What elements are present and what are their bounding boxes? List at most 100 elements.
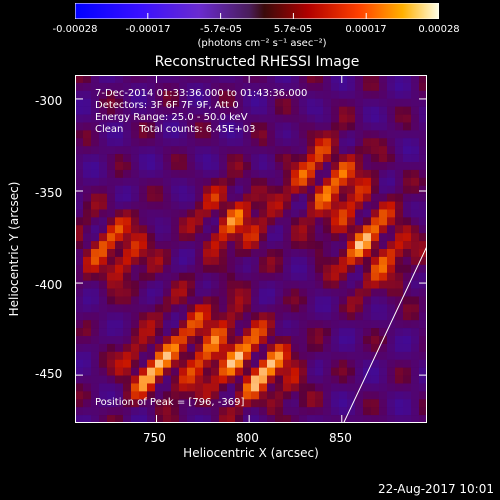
heatmap-cell	[91, 391, 100, 400]
heatmap-cell	[251, 201, 260, 210]
heatmap-cell	[195, 280, 204, 289]
heatmap-cell	[291, 336, 300, 345]
heatmap-cell	[203, 272, 212, 281]
heatmap-cell	[331, 122, 340, 131]
heatmap-cell	[227, 90, 236, 100]
heatmap-cell	[163, 256, 172, 266]
heatmap-cell	[243, 336, 252, 345]
heatmap-cell	[323, 343, 332, 353]
heatmap-cell	[315, 399, 324, 408]
heatmap-cell	[259, 304, 268, 313]
heatmap-cell	[131, 375, 140, 384]
heatmap-cell	[251, 359, 260, 368]
heatmap-cell	[123, 375, 132, 384]
x-tick-label: 850	[329, 431, 352, 445]
heatmap-cell	[115, 336, 124, 345]
heatmap-cell	[131, 154, 140, 163]
heatmap-cell	[195, 209, 204, 218]
heatmap-cell	[219, 90, 228, 100]
heatmap-cell	[299, 98, 308, 107]
heatmap-cell	[123, 296, 132, 305]
heatmap-cell	[187, 272, 196, 281]
heatmap-cell	[403, 375, 412, 384]
heatmap-cell	[219, 312, 228, 321]
heatmap-cell	[235, 312, 244, 321]
heatmap-cell	[275, 249, 284, 258]
heatmap-cell	[227, 367, 236, 376]
heatmap-cell	[323, 296, 332, 305]
heatmap-cell	[283, 249, 292, 258]
heatmap-cell	[235, 272, 244, 281]
heatmap-cell	[363, 209, 372, 218]
heatmap-cell	[131, 391, 140, 400]
heatmap-cell	[187, 415, 196, 423]
heatmap-cell	[307, 138, 316, 147]
heatmap-cell	[155, 217, 164, 226]
heatmap-cell	[355, 304, 364, 313]
heatmap-cell	[211, 320, 220, 329]
heatmap-cell	[99, 256, 108, 266]
heatmap-cell	[203, 391, 212, 400]
heatmap-cell	[291, 209, 300, 218]
heatmap-cell	[219, 177, 228, 187]
heatmap-cell	[83, 201, 92, 210]
heatmap-cell	[275, 383, 284, 392]
heatmap-cell	[107, 106, 116, 115]
heatmap-cell	[99, 98, 108, 107]
heatmap-cell	[371, 256, 380, 266]
heatmap-cell	[107, 241, 116, 250]
heatmap-cell	[419, 296, 427, 305]
heatmap-cell	[195, 106, 204, 115]
heatmap-cell	[363, 383, 372, 392]
heatmap-cell	[123, 359, 132, 368]
heatmap-cell	[363, 138, 372, 147]
heatmap-cell	[259, 90, 268, 100]
heatmap-cell	[179, 399, 188, 408]
heatmap-cell	[251, 185, 260, 194]
heatmap-cell	[307, 217, 316, 226]
heatmap-cell	[363, 90, 372, 100]
heatmap-cell	[179, 359, 188, 368]
heatmap-cell	[323, 328, 332, 337]
heatmap-cell	[179, 367, 188, 376]
heatmap-cell	[163, 201, 172, 210]
heatmap-cell	[171, 320, 180, 329]
heatmap-cell	[323, 407, 332, 416]
heatmap-cell	[307, 391, 316, 400]
heatmap-cell	[155, 225, 164, 234]
heatmap-cell	[315, 154, 324, 163]
heatmap-cell	[403, 185, 412, 194]
colorbar-unit-label: (photons cm⁻² s⁻¹ asec⁻²)	[197, 38, 327, 49]
heatmap-cell	[203, 193, 212, 202]
heatmap-cell	[299, 343, 308, 353]
heatmap-cell	[155, 209, 164, 218]
heatmap-cell	[355, 351, 364, 361]
heatmap-cell	[219, 225, 228, 234]
heatmap-cell	[99, 312, 108, 321]
heatmap-cell	[259, 209, 268, 218]
heatmap-cell	[155, 375, 164, 384]
heatmap-cell	[99, 264, 108, 274]
heatmap-cell	[259, 407, 268, 416]
heatmap-cell	[331, 320, 340, 329]
heatmap-cell	[211, 90, 220, 100]
heatmap-cell	[355, 154, 364, 163]
heatmap-cell	[403, 399, 412, 408]
heatmap-cell	[251, 249, 260, 258]
heatmap-cell	[107, 328, 116, 337]
heatmap-cell	[123, 122, 132, 131]
heatmap-cell	[275, 328, 284, 337]
heatmap-cell	[107, 90, 116, 100]
heatmap-cell	[363, 154, 372, 163]
heatmap-cell	[195, 241, 204, 250]
heatmap-cell	[155, 201, 164, 210]
heatmap-cell	[155, 351, 164, 361]
heatmap-cell	[203, 90, 212, 100]
heatmap-cell	[315, 375, 324, 384]
heatmap-cell	[163, 296, 172, 305]
heatmap-cell	[291, 343, 300, 353]
heatmap-cell	[307, 241, 316, 250]
heatmap-cell	[419, 106, 427, 115]
heatmap-cell	[363, 114, 372, 123]
heatmap-cell	[195, 130, 204, 139]
